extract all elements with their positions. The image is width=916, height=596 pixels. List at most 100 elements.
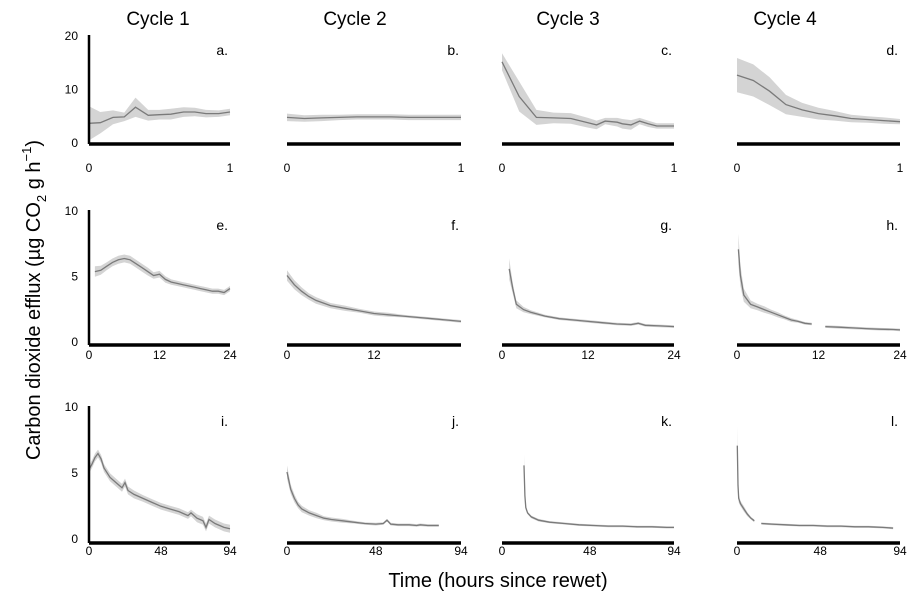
panel-label: i. <box>221 413 228 429</box>
series-line <box>501 61 674 127</box>
x-tick-label: 0 <box>499 161 506 175</box>
y-tick-label: 5 <box>71 466 78 480</box>
y-axis-title-mu: µ <box>23 248 45 260</box>
x-tick-label: 12 <box>812 348 826 362</box>
x-tick-label: 24 <box>223 348 237 362</box>
x-tick-label: 94 <box>223 544 237 558</box>
x-tick-label: 0 <box>284 348 291 362</box>
x-tick-label: 48 <box>154 544 168 558</box>
series-line <box>88 106 231 124</box>
y-tick-label: 10 <box>65 400 79 414</box>
x-tick-label: 48 <box>814 544 828 558</box>
confidence-band <box>287 270 461 323</box>
y-axis-title-part: Carbon dioxide efflux ( <box>23 260 45 460</box>
panel-h: 0 12 24 h. <box>734 217 907 362</box>
panel-f: 0 12 f. <box>284 217 462 362</box>
y-axis-title-part: g h <box>23 161 45 194</box>
y-tick-label: 0 <box>71 136 78 150</box>
y-axis-title-sup: −1 <box>19 147 34 162</box>
x-tick-label: 24 <box>893 348 907 362</box>
x-tick-label: 1 <box>227 161 234 175</box>
panel-d: 0 1 d. <box>734 42 904 175</box>
x-tick-label: 1 <box>671 161 678 175</box>
series-line <box>761 522 894 529</box>
panel-a: 0 10 20 0 1 a. <box>65 29 234 175</box>
y-axis-title-part: ) <box>23 140 45 147</box>
confidence-band <box>502 53 674 130</box>
confidence-band <box>287 465 439 527</box>
confidence-band <box>524 454 674 529</box>
panel-label: k. <box>661 413 672 429</box>
confidence-band <box>737 425 755 523</box>
y-tick-label: 0 <box>71 532 78 546</box>
panel-label: h. <box>886 217 898 233</box>
panel-k: 0 48 94 k. <box>499 413 681 558</box>
series-line <box>736 74 901 123</box>
panel-label: c. <box>661 42 672 58</box>
panel-j: 0 48 94 j. <box>284 413 468 558</box>
panel-c: 0 1 c. <box>499 42 678 175</box>
x-tick-label: 0 <box>86 348 93 362</box>
x-tick-label: 12 <box>367 348 381 362</box>
column-title-cycle-3: Cycle 3 <box>536 9 599 30</box>
x-axis-title: Time (hours since rewet) <box>388 570 607 592</box>
panel-label: l. <box>891 413 898 429</box>
series-line <box>88 452 231 530</box>
y-tick-label: 20 <box>65 29 79 43</box>
panel-label: f. <box>451 217 459 233</box>
series-line <box>508 268 675 328</box>
x-tick-label: 48 <box>583 544 597 558</box>
confidence-band <box>509 258 674 328</box>
y-axis-title: Carbon dioxide efflux (µg CO2 g h−1) <box>19 140 49 460</box>
series-line <box>94 257 231 294</box>
panel-label: a. <box>216 42 228 58</box>
series-line <box>523 465 674 529</box>
panel-label: j. <box>451 413 459 429</box>
panel-b: 0 1 b. <box>284 42 465 175</box>
x-tick-label: 0 <box>734 161 741 175</box>
panel-label: e. <box>216 217 228 233</box>
x-tick-label: 0 <box>499 348 506 362</box>
column-title-cycle-2: Cycle 2 <box>323 9 386 30</box>
y-tick-label: 10 <box>65 83 79 97</box>
x-tick-label: 0 <box>284 544 291 558</box>
panels: 0 10 20 0 1 a. 0 1 b. 0 1 c. 0 1 d. 0 5 10 0 12 24 e. 0 12 f. 0 12… <box>65 29 907 558</box>
series-line <box>737 249 812 325</box>
y-tick-label: 0 <box>71 335 78 349</box>
y-axis-title-sub: 2 <box>34 195 49 202</box>
series-line <box>825 325 901 331</box>
x-tick-label: 0 <box>86 161 93 175</box>
x-tick-label: 12 <box>581 348 595 362</box>
panel-l: 0 48 94 l. <box>734 413 907 558</box>
series-line <box>286 275 462 323</box>
y-axis-title-part: g CO <box>23 202 45 249</box>
x-tick-label: 12 <box>153 348 167 362</box>
x-tick-label: 0 <box>86 544 93 558</box>
x-tick-label: 94 <box>893 544 907 558</box>
x-tick-label: 0 <box>499 544 506 558</box>
x-tick-label: 0 <box>284 161 291 175</box>
x-tick-label: 0 <box>734 544 741 558</box>
series-line <box>286 471 439 527</box>
x-tick-label: 94 <box>667 544 681 558</box>
panel-e: 0 5 10 0 12 24 e. <box>65 204 237 362</box>
panel-label: b. <box>447 42 459 58</box>
series-line <box>286 116 461 120</box>
x-tick-label: 48 <box>369 544 383 558</box>
x-tick-label: 24 <box>667 348 681 362</box>
panel-i: 0 5 10 0 48 94 i. <box>65 400 237 558</box>
confidence-band <box>738 233 812 326</box>
confidence-band <box>94 254 231 296</box>
y-tick-label: 10 <box>65 204 79 218</box>
x-tick-label: 0 <box>734 348 741 362</box>
confidence-band <box>287 113 461 122</box>
panel-label: d. <box>886 42 898 58</box>
panel-g: 0 12 24 g. <box>499 217 681 362</box>
x-tick-label: 1 <box>897 161 904 175</box>
x-tick-label: 1 <box>458 161 465 175</box>
x-tick-label: 94 <box>454 544 468 558</box>
column-titles: Cycle 1 Cycle 2 Cycle 3 Cycle 4 <box>126 9 817 30</box>
confidence-band <box>89 97 230 141</box>
column-title-cycle-1: Cycle 1 <box>126 9 189 30</box>
